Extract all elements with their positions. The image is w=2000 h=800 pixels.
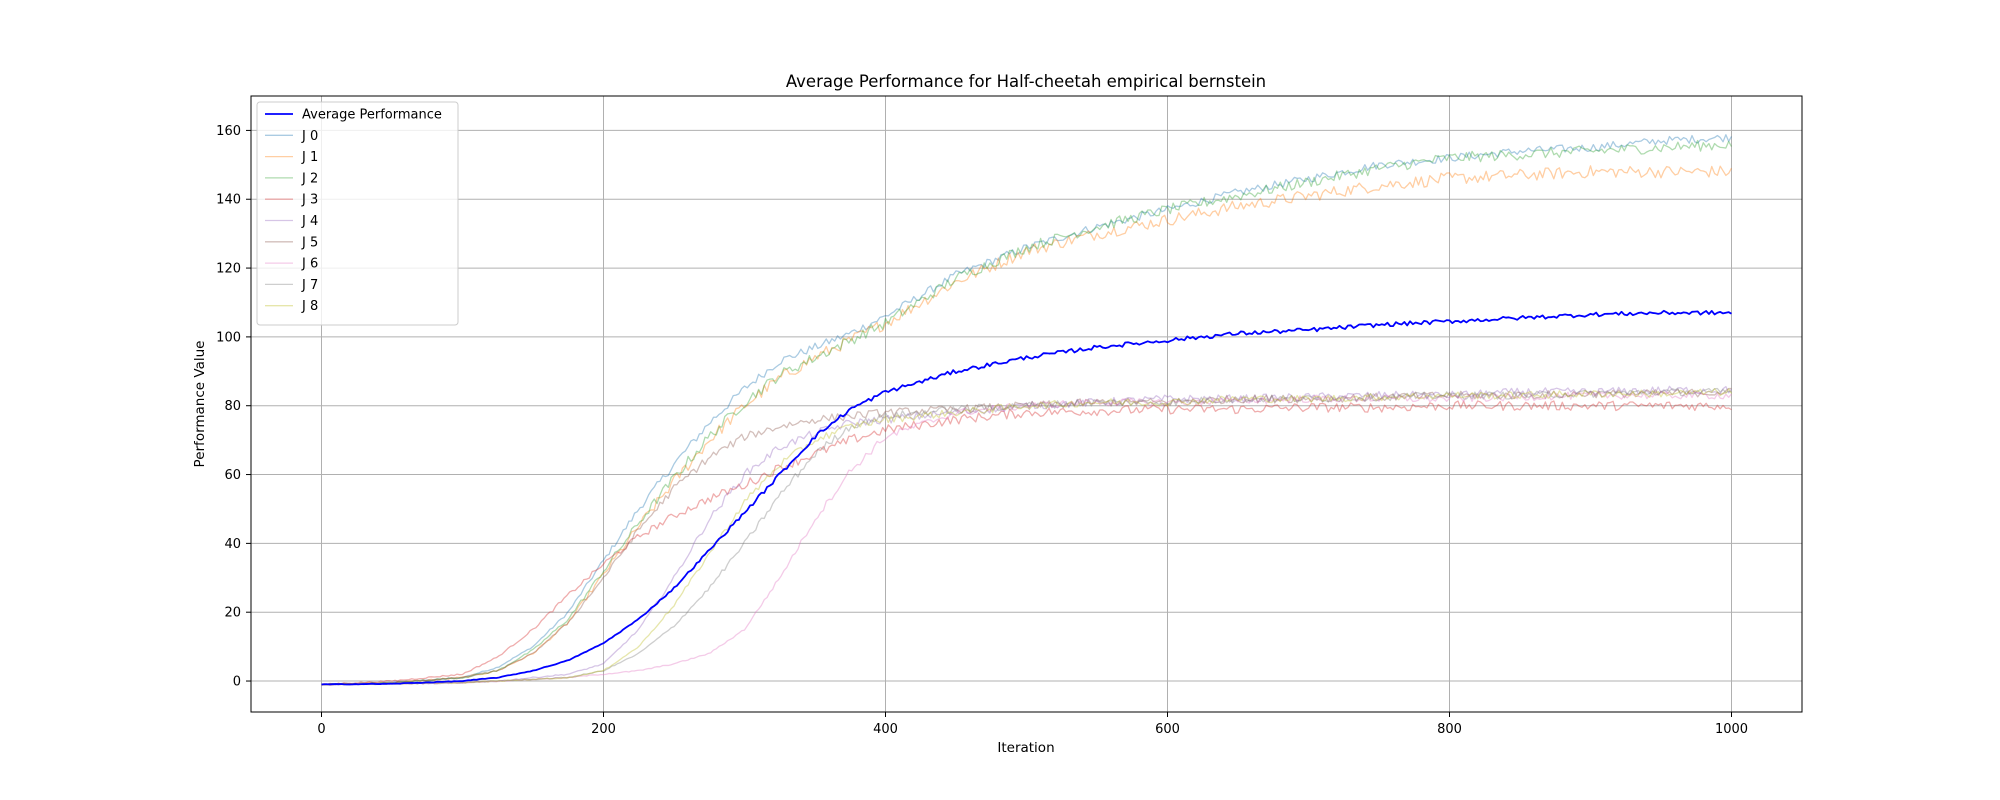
series-line-j-4 <box>321 385 1733 686</box>
x-tick-label: 1000 <box>1715 722 1748 737</box>
series-line-j-2 <box>321 139 1733 686</box>
y-tick-label: 80 <box>224 399 241 414</box>
y-tick-label: 140 <box>216 193 241 208</box>
legend: Average Performance J 0 J 1 J 2 J 3 J 4 J 5 J 6… <box>256 101 459 326</box>
x-tick-label: 0 <box>317 722 325 737</box>
y-tick-label: 60 <box>224 468 241 483</box>
x-tick-label: 200 <box>591 722 616 737</box>
legend-label: J 8 <box>301 299 318 314</box>
legend-label: J 7 <box>301 278 318 293</box>
x-axis-label: Iteration <box>997 740 1054 756</box>
legend-label: J 6 <box>301 257 318 272</box>
series-line-j-5 <box>321 387 1732 686</box>
x-tick-label: 600 <box>1155 722 1180 737</box>
y-tick-label: 100 <box>216 330 241 345</box>
legend-label: J 5 <box>301 235 318 250</box>
legend-label: J 1 <box>301 150 318 165</box>
series-line-j-7 <box>321 387 1732 686</box>
x-tick-label: 800 <box>1437 722 1462 737</box>
grid <box>251 96 1802 712</box>
series-line-average-performance <box>321 309 1732 686</box>
series-lines <box>321 134 1733 686</box>
y-tick-label: 160 <box>216 124 241 139</box>
series-line-j-8 <box>321 388 1733 686</box>
series-line-j-3 <box>321 400 1732 686</box>
legend-label: J 4 <box>301 214 318 229</box>
y-tick-label: 0 <box>233 675 241 690</box>
x-tick-label: 400 <box>873 722 898 737</box>
series-line-j-6 <box>321 390 1732 686</box>
y-tick-label: 20 <box>224 606 241 621</box>
legend-label: J 2 <box>301 171 318 186</box>
y-tick-label: 120 <box>216 262 241 277</box>
legend-label: J 3 <box>301 193 318 208</box>
legend-label: J 0 <box>301 129 318 144</box>
series-line-j-1 <box>321 165 1733 686</box>
plot-frame <box>250 95 1803 713</box>
y-tick-label: 40 <box>224 537 241 552</box>
legend-box <box>256 101 459 326</box>
chart-title: Average Performance for Half-cheetah emp… <box>786 72 1266 91</box>
y-axis-label: Performance Value <box>192 341 208 468</box>
legend-label: Average Performance <box>302 108 442 123</box>
axis-ticks: 0 200 400 600 800 1000 0 20 40 60 80 100 120 140 160 <box>216 124 1748 737</box>
series-line-j-0 <box>321 134 1733 686</box>
